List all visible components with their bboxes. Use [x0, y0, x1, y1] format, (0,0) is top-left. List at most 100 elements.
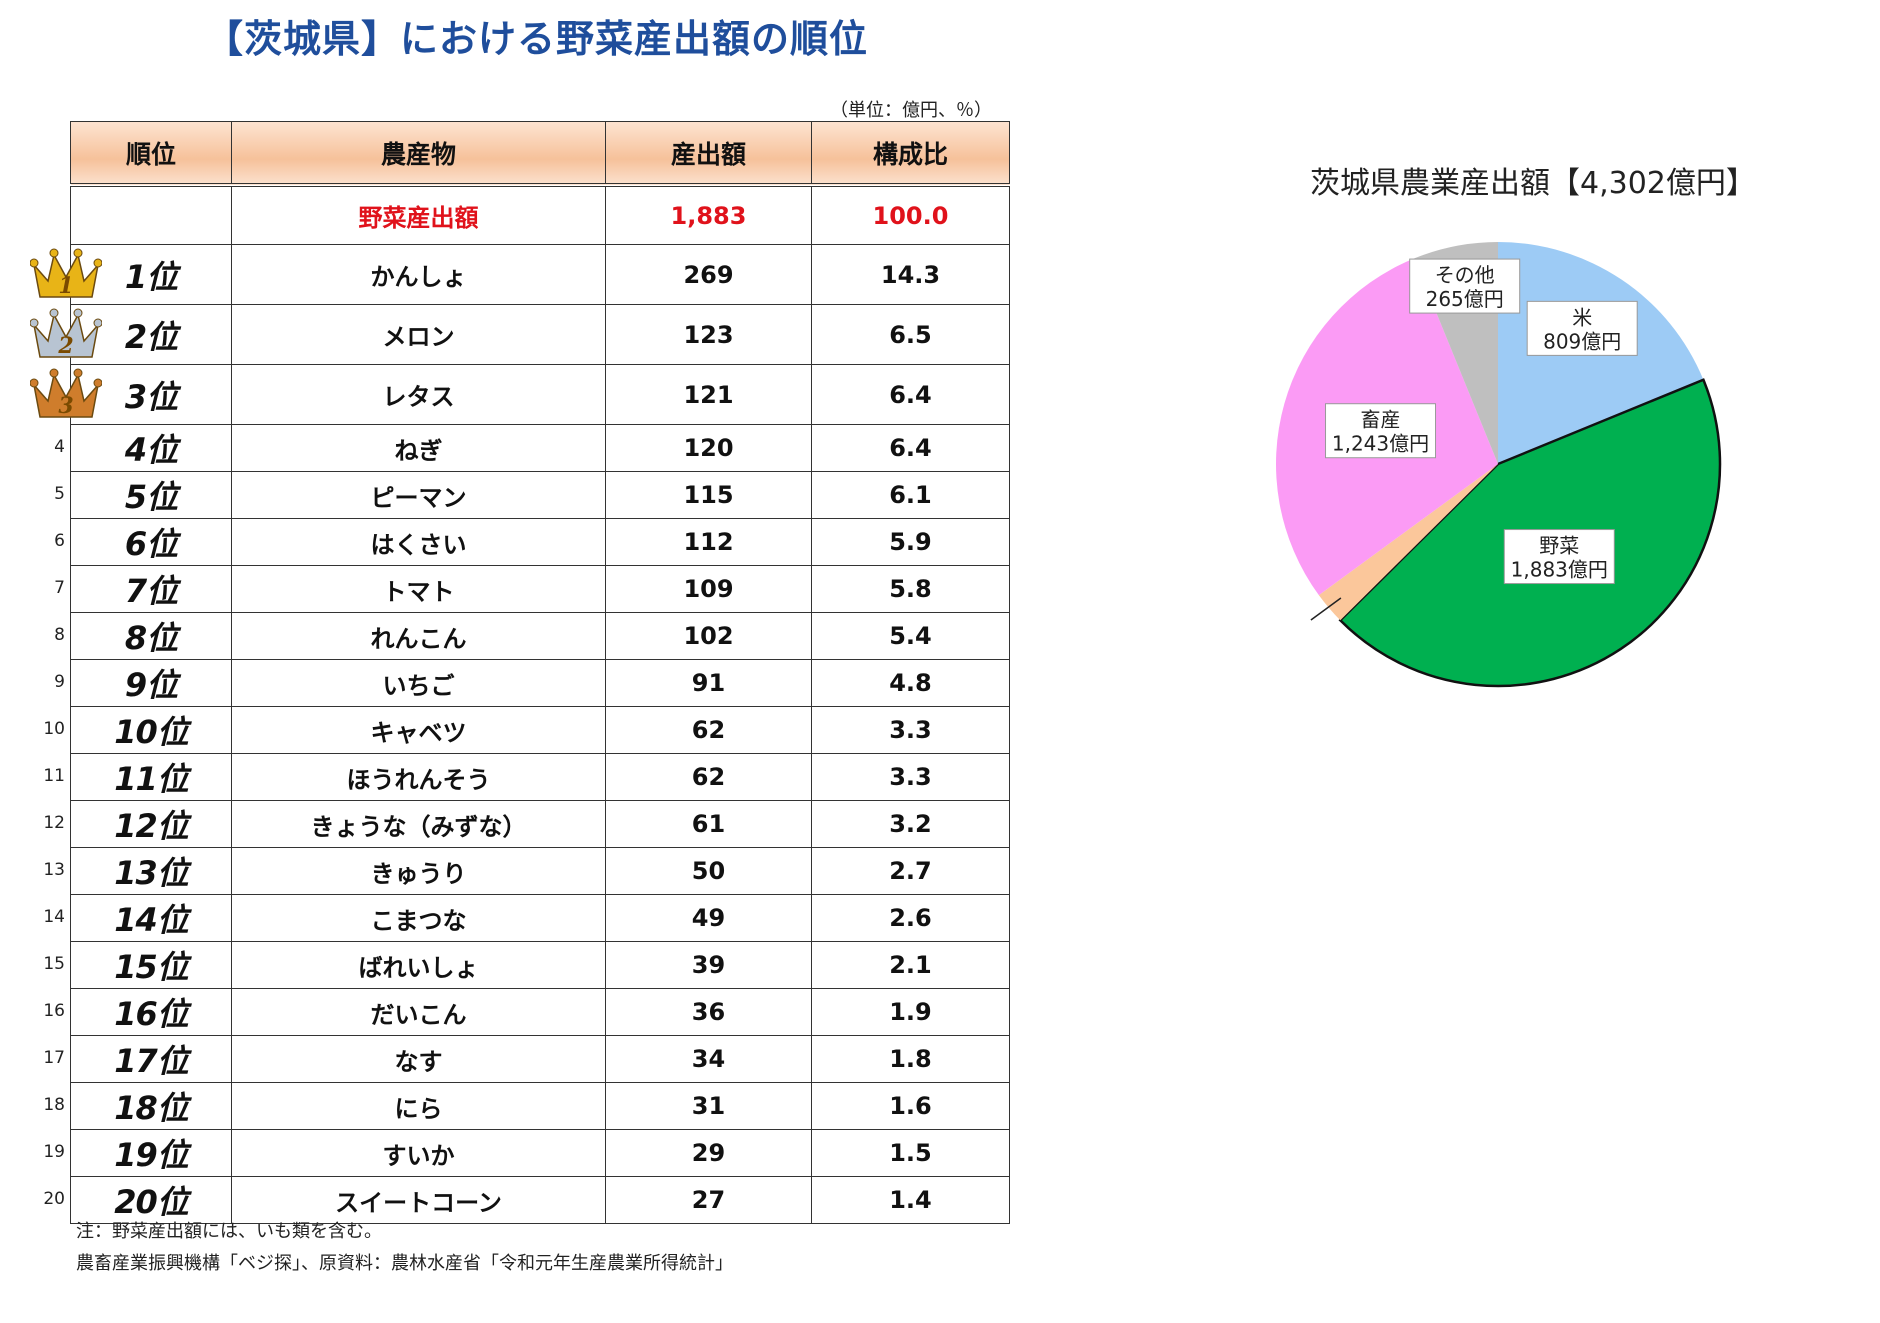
header-product: 農産物: [231, 121, 606, 186]
amount-cell: 49: [605, 894, 812, 942]
amount-cell: 34: [605, 1035, 812, 1083]
rank-cell: 9位: [70, 659, 232, 707]
product-cell: にら: [231, 1082, 606, 1130]
rank-cell: 4位: [70, 424, 232, 472]
row-number: 15: [43, 954, 65, 974]
table-row: 13位 きゅうり 50 2.7: [70, 847, 1010, 895]
row-number: 11: [43, 766, 65, 786]
share-cell: 6.4: [811, 424, 1010, 472]
row-number: 5: [54, 484, 65, 504]
row-number: 6: [54, 531, 65, 551]
pie-label-value: 265億円: [1426, 287, 1504, 311]
table-row: 9位 いちご 91 4.8: [70, 659, 1010, 707]
product-cell: すいか: [231, 1129, 606, 1177]
product-cell: こまつな: [231, 894, 606, 942]
amount-cell: 61: [605, 800, 812, 848]
product-cell: ほうれんそう: [231, 753, 606, 801]
product-cell: ばれいしょ: [231, 941, 606, 989]
row-number: 19: [43, 1142, 65, 1162]
amount-cell: 121: [605, 364, 812, 425]
row-number: 18: [43, 1095, 65, 1115]
amount-cell: 62: [605, 753, 812, 801]
table-row: 7位 トマト 109 5.8: [70, 565, 1010, 613]
share-cell: 6.1: [811, 471, 1010, 519]
amount-cell: 29: [605, 1129, 812, 1177]
note-text: 注：野菜産出額には、いも類を含む。: [76, 1221, 382, 1242]
rank-cell: 19位: [70, 1129, 232, 1177]
product-cell: かんしょ: [231, 244, 606, 305]
svg-text:2: 2: [57, 333, 73, 359]
amount-cell: 27: [605, 1176, 812, 1224]
product-cell: ピーマン: [231, 471, 606, 519]
rank-cell: 18位: [70, 1082, 232, 1130]
source-text: 農畜産業振興機構「ベジ探」、原資料：農林水産省「令和元年生産農業所得統計」: [76, 1253, 733, 1274]
amount-cell: 112: [605, 518, 812, 566]
pie-label-value: 1,243億円: [1332, 432, 1429, 456]
rank-cell: 1位: [70, 244, 232, 305]
total-row: 野菜産出額 1,883 100.0: [70, 183, 1010, 245]
row-number: 7: [54, 578, 65, 598]
share-cell: 2.1: [811, 941, 1010, 989]
row-number: 12: [43, 813, 65, 833]
row-number: 16: [43, 1001, 65, 1021]
table-row: 6位 はくさい 112 5.9: [70, 518, 1010, 566]
share-cell: 1.9: [811, 988, 1010, 1036]
amount-cell: 62: [605, 706, 812, 754]
pie-label-value: 809億円: [1543, 329, 1621, 353]
leader-line: [1310, 597, 1342, 621]
rank-cell: 20位: [70, 1176, 232, 1224]
rank-cell: 7位: [70, 565, 232, 613]
pie-label-value: 1,883億円: [1511, 558, 1608, 582]
amount-cell: 36: [605, 988, 812, 1036]
share-cell: 14.3: [811, 244, 1010, 305]
product-cell: ねぎ: [231, 424, 606, 472]
rank-cell: 3位: [70, 364, 232, 425]
amount-cell: 269: [605, 244, 812, 305]
crown-icon: 1: [30, 248, 102, 299]
product-cell: レタス: [231, 364, 606, 425]
share-cell: 3.2: [811, 800, 1010, 848]
share-cell: 1.6: [811, 1082, 1010, 1130]
table-header-row: 順位 農産物 産出額 構成比: [70, 121, 1010, 186]
share-cell: 2.6: [811, 894, 1010, 942]
rank-cell: 11位: [70, 753, 232, 801]
row-number: 10: [43, 719, 65, 739]
rank-cell: 15位: [70, 941, 232, 989]
pie-label-name: 畜産: [1361, 408, 1401, 432]
row-number: 17: [43, 1048, 65, 1068]
pie-label-name: 野菜: [1539, 534, 1579, 558]
pie-slice-2: [1318, 464, 1498, 621]
amount-cell: 50: [605, 847, 812, 895]
total-amount: 1,883: [605, 183, 812, 245]
product-cell: スイートコーン: [231, 1176, 606, 1224]
crown-icon: 2: [30, 308, 102, 359]
rank-cell: 17位: [70, 1035, 232, 1083]
total-name: 野菜産出額: [231, 183, 606, 245]
table-row: 17位 なす 34 1.8: [70, 1035, 1010, 1083]
share-cell: 6.5: [811, 304, 1010, 365]
product-cell: はくさい: [231, 518, 606, 566]
product-cell: トマト: [231, 565, 606, 613]
table-row: 1位 かんしょ 269 14.3: [70, 244, 1010, 305]
share-cell: 5.8: [811, 565, 1010, 613]
table-row: 10位 キャベツ 62 3.3: [70, 706, 1010, 754]
table-row: 18位 にら 31 1.6: [70, 1082, 1010, 1130]
amount-cell: 123: [605, 304, 812, 365]
table-row: 8位 れんこん 102 5.4: [70, 612, 1010, 660]
table-row: 19位 すいか 29 1.5: [70, 1129, 1010, 1177]
product-cell: いちご: [231, 659, 606, 707]
amount-cell: 120: [605, 424, 812, 472]
row-number: 9: [54, 672, 65, 692]
rank-cell: 14位: [70, 894, 232, 942]
header-share: 構成比: [811, 121, 1010, 186]
share-cell: 6.4: [811, 364, 1010, 425]
header-rank: 順位: [70, 121, 232, 186]
table-row: 15位 ばれいしょ 39 2.1: [70, 941, 1010, 989]
share-cell: 3.3: [811, 706, 1010, 754]
rank-cell: 8位: [70, 612, 232, 660]
total-percent: 100.0: [811, 183, 1010, 245]
share-cell: 1.4: [811, 1176, 1010, 1224]
share-cell: 3.3: [811, 753, 1010, 801]
